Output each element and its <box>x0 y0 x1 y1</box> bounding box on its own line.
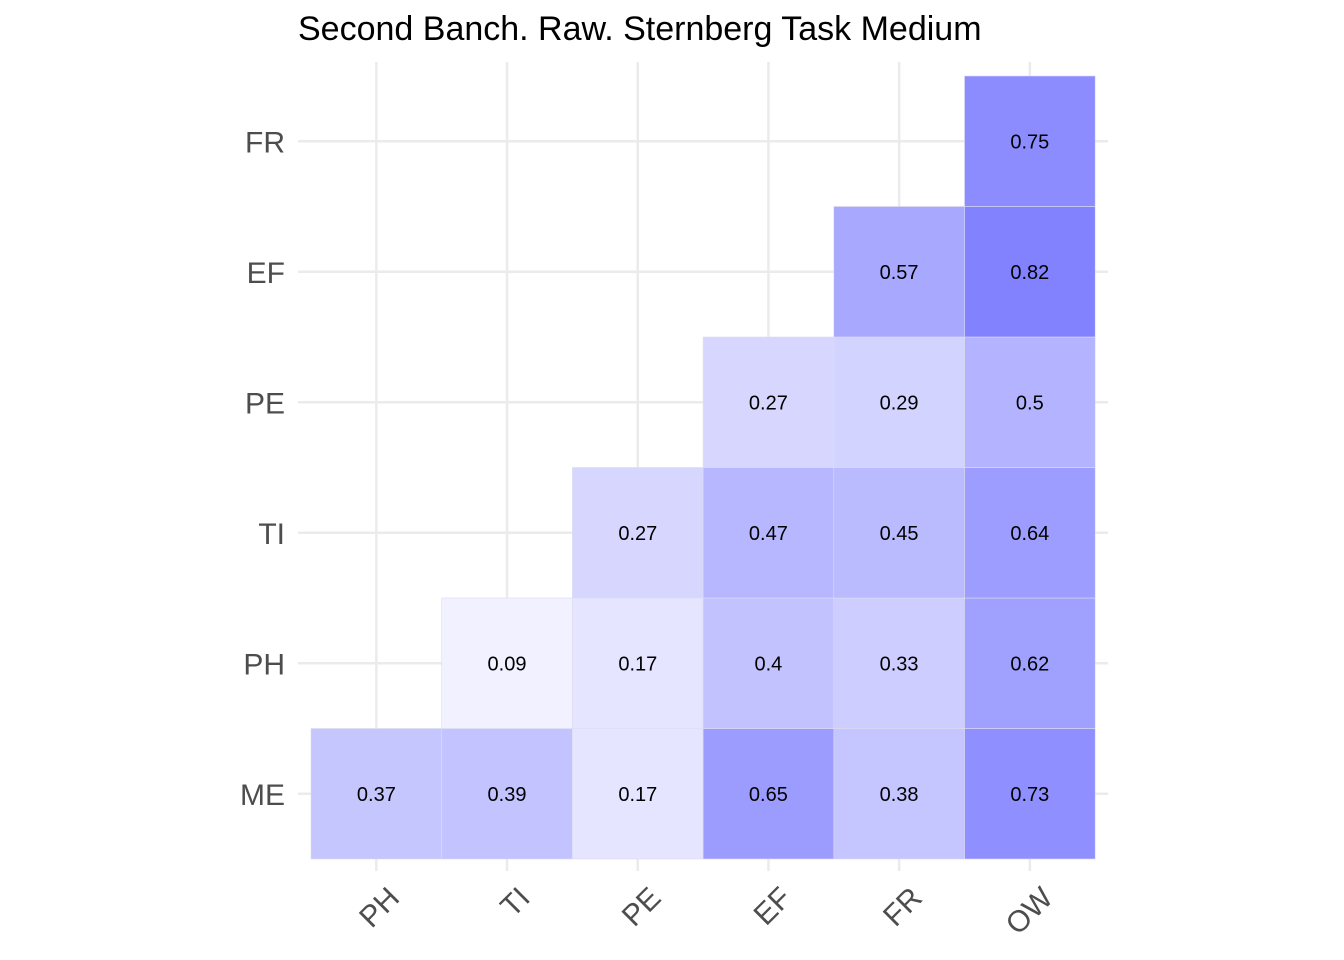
cell-value-label: 0.29 <box>880 392 919 414</box>
heatmap-cell <box>964 75 1096 207</box>
y-tick-label: TI <box>258 518 285 551</box>
cell-value-label: 0.39 <box>488 784 527 806</box>
chart-title: Second Banch. Raw. Sternberg Task Medium <box>298 10 982 48</box>
heatmap-cell <box>702 597 835 729</box>
y-tick-label: PH <box>243 648 285 681</box>
cell-value-label: 0.09 <box>488 653 527 675</box>
heatmap-cell <box>964 206 1096 338</box>
y-tick-label: ME <box>240 779 285 812</box>
cell-value-label: 0.37 <box>357 784 396 806</box>
cell-value-label: 0.64 <box>1010 523 1049 545</box>
heatmap-cell <box>964 728 1096 860</box>
cell-value-label: 0.4 <box>754 653 782 675</box>
cell-value-label: 0.65 <box>749 784 788 806</box>
heatmap-cell <box>833 728 965 860</box>
y-tick-label: FR <box>245 126 285 159</box>
heatmap-cell <box>572 597 704 729</box>
cell-value-labels: 0.37 0.39 0.17 0.65 0.38 0.73 0.09 0.17 0.4 0.33 0… <box>357 131 1049 806</box>
heatmap-cell <box>572 728 704 860</box>
cell-value-label: 0.27 <box>618 523 657 545</box>
heatmap-cell <box>572 467 704 599</box>
heatmap-cell <box>833 336 965 468</box>
heatmap-cells <box>310 75 1096 860</box>
cell-value-label: 0.57 <box>880 262 919 284</box>
cell-value-label: 0.75 <box>1010 131 1049 153</box>
heatmap-cell <box>833 597 965 729</box>
y-tick-label: PE <box>245 387 285 420</box>
cell-value-label: 0.17 <box>618 784 657 806</box>
heatmap-cell <box>310 728 442 860</box>
heatmap-cell <box>964 336 1096 468</box>
cell-value-label: 0.82 <box>1010 262 1049 284</box>
heatmap-cell <box>702 728 835 860</box>
heatmap-cell <box>964 467 1096 599</box>
cell-value-label: 0.45 <box>880 523 919 545</box>
heatmap-cell <box>702 467 835 599</box>
heatmap-cell <box>964 597 1096 729</box>
cell-value-label: 0.38 <box>880 784 919 806</box>
heatmap-cell <box>833 467 965 599</box>
y-tick-label: EF <box>247 257 285 290</box>
cell-value-label: 0.47 <box>749 523 788 545</box>
cell-value-label: 0.33 <box>880 653 919 675</box>
heatmap-cell <box>441 597 573 729</box>
cell-value-label: 0.73 <box>1010 784 1049 806</box>
cell-value-label: 0.17 <box>618 653 657 675</box>
y-axis: ME PH TI PE EF FR <box>240 126 285 812</box>
cell-value-label: 0.5 <box>1016 392 1044 414</box>
cell-value-label: 0.62 <box>1010 653 1049 675</box>
cell-value-label: 0.27 <box>749 392 788 414</box>
heatmap-cell <box>833 206 965 338</box>
